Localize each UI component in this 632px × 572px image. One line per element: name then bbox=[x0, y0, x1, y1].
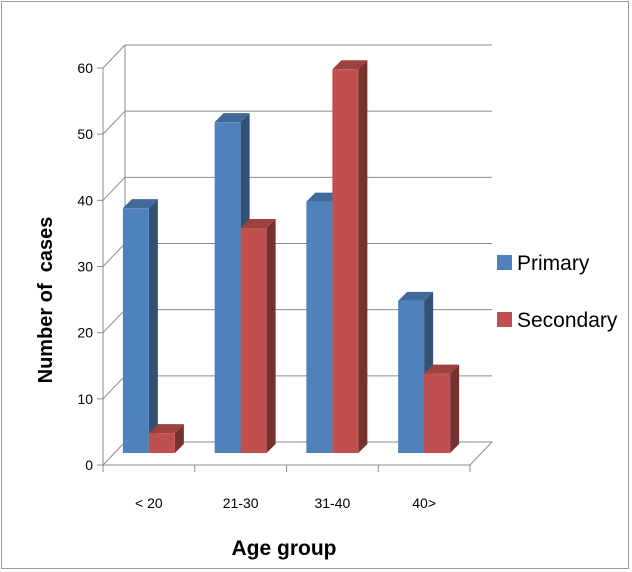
bar-side-secondary-0 bbox=[174, 424, 184, 453]
bar-front-secondary-3 bbox=[424, 373, 451, 453]
x-tick-label-2: 31-40 bbox=[314, 495, 350, 511]
bar-front-secondary-1 bbox=[240, 228, 267, 453]
bar-front-primary-0 bbox=[122, 208, 149, 453]
legend: Primary Secondary bbox=[497, 252, 618, 332]
bar-top-secondary-0 bbox=[148, 424, 184, 434]
bar-top-secondary-1 bbox=[240, 219, 276, 229]
gridline-diagonal-0 bbox=[102, 441, 126, 466]
bar-secondary-1 bbox=[240, 219, 276, 453]
bar-top-secondary-2 bbox=[332, 60, 368, 70]
legend-swatch-primary bbox=[497, 255, 512, 270]
axes bbox=[97, 67, 493, 472]
bar-front-secondary-2 bbox=[332, 69, 359, 453]
bar-top-primary-1 bbox=[214, 113, 250, 123]
bar-front-primary-2 bbox=[306, 201, 333, 453]
x-tick-labels: < 20 21-30 31-40 40> bbox=[135, 495, 436, 511]
bar-primary-0 bbox=[122, 199, 158, 453]
bar-front-primary-1 bbox=[214, 122, 241, 454]
y-tick-label-3: 30 bbox=[77, 259, 93, 275]
legend-swatch-secondary bbox=[497, 312, 512, 327]
y-tick-label-5: 50 bbox=[77, 126, 93, 142]
x-tick-label-1: 21-30 bbox=[223, 495, 259, 511]
legend-label-primary: Primary bbox=[517, 252, 590, 275]
x-tick-label-0: < 20 bbox=[135, 495, 163, 511]
bar-top-primary-3 bbox=[398, 291, 434, 301]
bar-side-secondary-1 bbox=[266, 219, 276, 453]
gridline-diagonal-6 bbox=[102, 44, 126, 69]
legend-label-secondary: Secondary bbox=[517, 309, 618, 332]
bar-front-primary-3 bbox=[398, 300, 425, 453]
y-tick-label-1: 10 bbox=[77, 391, 93, 407]
gridline-diagonal-1 bbox=[102, 375, 126, 400]
y-tick-labels: 0 10 20 30 40 50 60 bbox=[77, 60, 93, 473]
floor-right-edge bbox=[469, 441, 493, 466]
bar-secondary-2 bbox=[332, 60, 368, 453]
gridline-diagonal-5 bbox=[102, 110, 126, 135]
y-tick-label-6: 60 bbox=[77, 60, 93, 76]
y-tick-label-4: 40 bbox=[77, 192, 93, 208]
bar-side-primary-0 bbox=[148, 199, 158, 453]
bar-front-secondary-0 bbox=[148, 433, 175, 453]
y-axis-title: Number of cases bbox=[35, 217, 57, 384]
bar-top-primary-0 bbox=[122, 199, 158, 209]
gridline-diagonal-4 bbox=[102, 176, 126, 201]
bar-secondary-0 bbox=[148, 424, 184, 453]
gridline-diagonal-2 bbox=[102, 309, 126, 334]
bar-side-secondary-2 bbox=[358, 60, 368, 453]
x-tick-label-3: 40> bbox=[412, 495, 436, 511]
y-tick-label-2: 20 bbox=[77, 325, 93, 341]
bars bbox=[122, 60, 460, 454]
bar-top-secondary-3 bbox=[424, 364, 460, 374]
x-axis-title: Age group bbox=[232, 537, 337, 560]
bar-secondary-3 bbox=[424, 364, 460, 453]
y-tick-label-0: 0 bbox=[85, 457, 93, 473]
gridline-diagonal-3 bbox=[102, 243, 126, 267]
bar-side-secondary-3 bbox=[450, 364, 460, 453]
